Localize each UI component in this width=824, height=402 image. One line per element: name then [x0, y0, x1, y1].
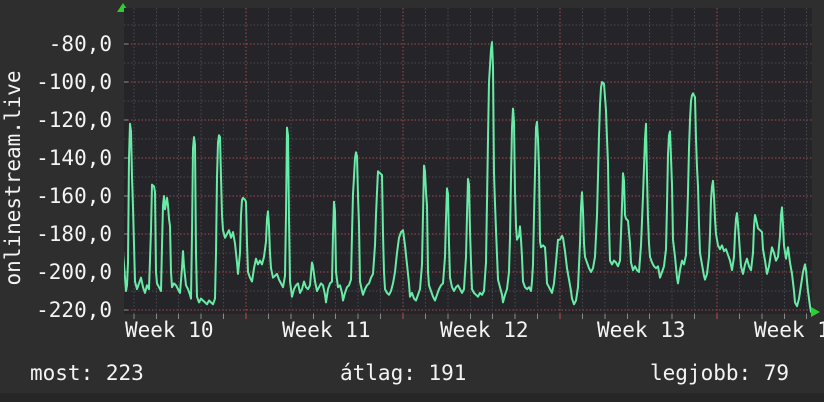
x-axis-arrow-icon — [811, 307, 820, 317]
y-axis-tick-label: -220,0 — [36, 298, 112, 322]
y-axis-tick-label: -160,0 — [36, 184, 112, 208]
stat-best: legjobb: 79 — [650, 361, 790, 385]
stat-most: most: 223 — [30, 361, 144, 385]
y-axis-tick-label: -100,0 — [36, 70, 112, 94]
y-axis-tick-label: -180,0 — [36, 222, 112, 246]
plot-area — [122, 8, 813, 320]
y-axis-tick-label: -140,0 — [36, 146, 112, 170]
x-axis-week-label: Week 14 — [754, 318, 824, 342]
x-axis-week-label: Week 12 — [440, 318, 529, 342]
y-axis-tick-label: -200,0 — [36, 260, 112, 284]
y-axis-arrow-icon — [117, 3, 129, 12]
x-axis-week-label: Week 10 — [125, 318, 214, 342]
y-axis-tick-label: -120,0 — [36, 108, 112, 132]
bottom-edge — [0, 393, 824, 402]
y-axis-tick-label: -80,0 — [48, 32, 112, 56]
y-axis-title-vertical: onlinestream.live — [1, 70, 25, 286]
x-axis-week-label: Week 11 — [282, 318, 371, 342]
x-axis-week-label: Week 13 — [597, 318, 686, 342]
chart-canvas — [122, 8, 813, 319]
stat-average: átlag: 191 — [340, 361, 467, 385]
